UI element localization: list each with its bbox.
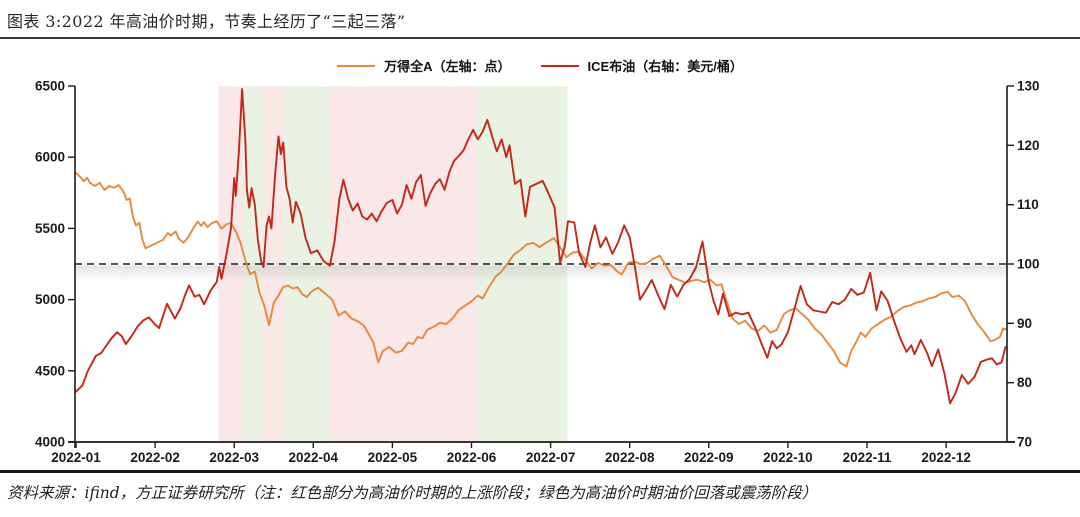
chart-canvas: 4000 4500 5000 5500 6000 6500 70 80 90 100 110 120 1…	[35, 79, 1040, 466]
footer-divider	[0, 470, 1080, 473]
wind-all-a-line	[75, 171, 1007, 368]
left-axis-tick-label: 6000	[35, 150, 65, 165]
left-axis-tick-label: 6500	[35, 79, 65, 94]
legend-line-swatch-red	[540, 64, 579, 67]
legend-label-ice-brent: ICE布油（右轴：美元/桶）	[587, 59, 743, 74]
right-axis-tick-label: 80	[1017, 375, 1032, 390]
source-note: 资料来源：ifind，方正证券研究所（注：红色部分为高油价时期的上涨阶段；绿色为…	[7, 484, 818, 502]
x-axis-tick-label: 2022-03	[209, 450, 259, 465]
legend-item-ice-brent: ICE布油（右轴：美元/桶）	[540, 56, 743, 75]
x-axis-tick-label: 2022-12	[921, 450, 971, 465]
chart-legend: 万得全A（左轴：点） ICE布油（右轴：美元/桶）	[0, 56, 1080, 75]
left-axis-tick-label: 4500	[35, 363, 65, 378]
chart-area: 4000 4500 5000 5500 6000 6500 70 80 90 100 110 120 1…	[35, 79, 1040, 466]
x-axis-tick-label: 2022-06	[447, 450, 497, 465]
x-axis-tick-label: 2022-01	[51, 450, 101, 465]
left-axis-tick-label: 4000	[35, 435, 65, 450]
right-axis-tick-label: 100	[1017, 257, 1040, 272]
figure-title: 图表 3:2022 年高油价时期，节奏上经历了“三起三落”	[7, 12, 406, 31]
left-axis-tick-label: 5500	[35, 221, 65, 236]
x-axis-tick-label: 2022-02	[130, 450, 180, 465]
left-axis-tick-label: 5000	[35, 292, 65, 307]
right-axis-tick-label: 130	[1017, 79, 1040, 94]
legend-line-swatch-orange	[337, 64, 376, 67]
right-axis-tick-label: 120	[1017, 138, 1040, 153]
x-axis-tick-label: 2022-09	[684, 450, 734, 465]
x-axis-tick-label: 2022-05	[368, 450, 418, 465]
reference-highlight-band	[75, 265, 1007, 280]
x-axis-tick-label: 2022-10	[763, 450, 813, 465]
legend-item-wind-all-a: 万得全A（左轴：点）	[337, 56, 511, 75]
band-fall-2	[242, 86, 263, 442]
x-axis-tick-label: 2022-11	[843, 450, 892, 465]
right-axis-tick-label: 110	[1017, 197, 1039, 212]
x-axis-tick-label: 2022-04	[289, 450, 339, 465]
x-axis-tick-label: 2022-08	[605, 450, 655, 465]
right-axis-tick-label: 90	[1017, 316, 1032, 331]
x-axis-tick-label: 2022-07	[526, 450, 576, 465]
title-divider	[0, 37, 1080, 39]
right-axis-tick-label: 70	[1017, 435, 1032, 450]
ice-brent-line	[75, 88, 1007, 405]
legend-label-wind-all-a: 万得全A（左轴：点）	[384, 59, 511, 74]
